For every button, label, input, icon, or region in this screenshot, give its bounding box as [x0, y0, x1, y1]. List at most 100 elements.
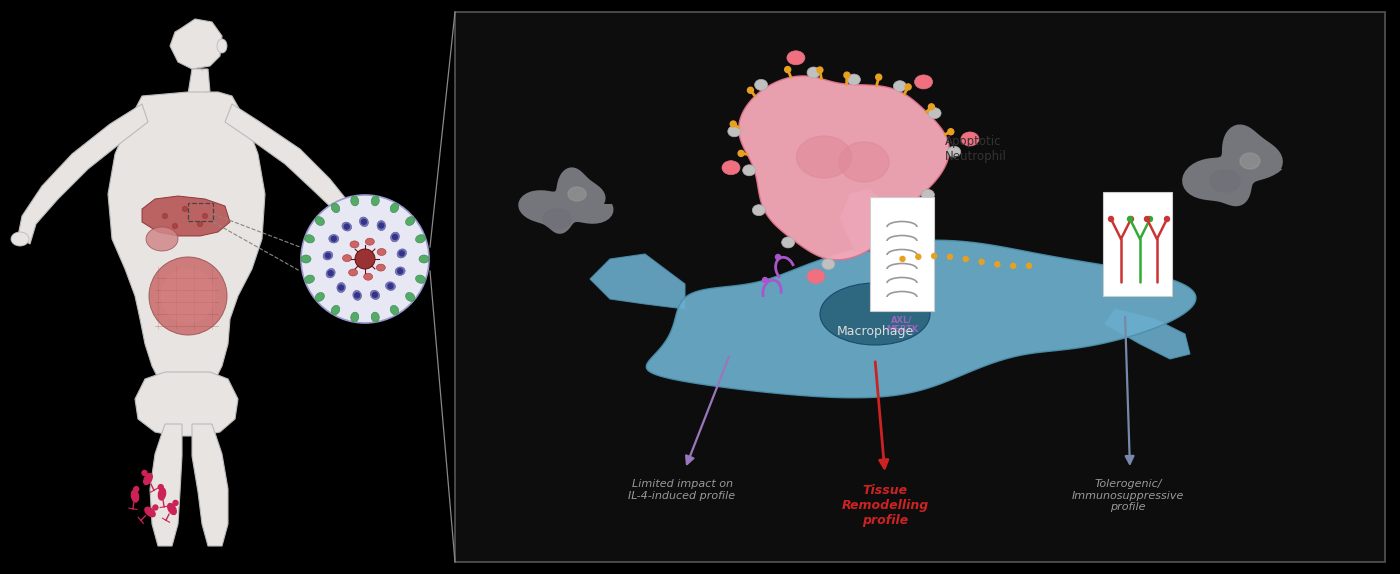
- Ellipse shape: [315, 293, 325, 301]
- Polygon shape: [225, 104, 356, 229]
- Ellipse shape: [217, 39, 227, 53]
- Circle shape: [325, 253, 330, 258]
- Circle shape: [162, 214, 168, 219]
- Ellipse shape: [161, 269, 216, 324]
- Circle shape: [1026, 263, 1032, 268]
- Circle shape: [203, 214, 207, 219]
- Ellipse shape: [568, 187, 587, 201]
- Ellipse shape: [315, 216, 325, 226]
- Circle shape: [141, 471, 147, 475]
- Circle shape: [398, 269, 403, 274]
- Polygon shape: [647, 241, 1196, 398]
- Ellipse shape: [353, 290, 361, 300]
- Ellipse shape: [787, 51, 805, 65]
- Ellipse shape: [839, 142, 889, 182]
- Circle shape: [763, 277, 767, 282]
- Circle shape: [344, 224, 349, 229]
- Circle shape: [738, 150, 745, 156]
- Ellipse shape: [391, 305, 399, 315]
- FancyBboxPatch shape: [455, 12, 1385, 562]
- Ellipse shape: [301, 255, 311, 263]
- Ellipse shape: [797, 136, 851, 178]
- Ellipse shape: [371, 312, 379, 322]
- Polygon shape: [518, 168, 613, 234]
- Ellipse shape: [360, 217, 368, 227]
- Circle shape: [361, 219, 367, 224]
- Polygon shape: [141, 196, 230, 236]
- Circle shape: [372, 292, 378, 297]
- Ellipse shape: [419, 255, 428, 263]
- Ellipse shape: [158, 488, 165, 500]
- Ellipse shape: [742, 165, 756, 176]
- Ellipse shape: [406, 293, 414, 301]
- Circle shape: [158, 484, 164, 490]
- Circle shape: [963, 257, 969, 262]
- Ellipse shape: [416, 235, 426, 243]
- Circle shape: [153, 505, 158, 510]
- Polygon shape: [589, 254, 685, 309]
- Ellipse shape: [872, 243, 886, 254]
- Circle shape: [748, 87, 753, 93]
- Circle shape: [1128, 216, 1134, 222]
- Ellipse shape: [921, 189, 934, 200]
- Text: AXL/
MERTK: AXL/ MERTK: [886, 315, 918, 335]
- Polygon shape: [134, 372, 238, 436]
- Ellipse shape: [728, 126, 741, 137]
- Text: Tissue
Remodelling
profile: Tissue Remodelling profile: [841, 484, 928, 527]
- Polygon shape: [1182, 125, 1282, 206]
- Circle shape: [1109, 216, 1113, 222]
- Ellipse shape: [377, 264, 385, 271]
- Circle shape: [332, 236, 336, 241]
- Ellipse shape: [806, 67, 820, 78]
- Ellipse shape: [391, 232, 399, 242]
- Ellipse shape: [781, 237, 795, 248]
- Ellipse shape: [892, 242, 910, 256]
- Circle shape: [948, 129, 953, 135]
- Ellipse shape: [377, 249, 386, 255]
- Ellipse shape: [543, 209, 571, 229]
- FancyBboxPatch shape: [1103, 192, 1172, 296]
- Circle shape: [1148, 216, 1152, 222]
- Ellipse shape: [385, 282, 395, 290]
- Polygon shape: [169, 19, 223, 69]
- Ellipse shape: [1240, 153, 1260, 169]
- Circle shape: [784, 67, 791, 72]
- Ellipse shape: [305, 235, 315, 243]
- Circle shape: [916, 254, 921, 259]
- Ellipse shape: [132, 490, 139, 502]
- Circle shape: [399, 251, 405, 256]
- Polygon shape: [18, 104, 148, 244]
- Ellipse shape: [398, 249, 406, 258]
- Circle shape: [134, 487, 139, 491]
- Ellipse shape: [371, 196, 379, 206]
- Circle shape: [388, 284, 393, 289]
- Circle shape: [979, 259, 984, 265]
- Polygon shape: [1105, 309, 1190, 359]
- Ellipse shape: [343, 255, 351, 262]
- Ellipse shape: [806, 269, 825, 284]
- Ellipse shape: [332, 203, 340, 213]
- Circle shape: [197, 222, 203, 227]
- Circle shape: [301, 195, 428, 323]
- Ellipse shape: [351, 312, 358, 322]
- Circle shape: [392, 235, 398, 239]
- Ellipse shape: [144, 474, 153, 484]
- Ellipse shape: [144, 507, 155, 517]
- Ellipse shape: [752, 205, 766, 216]
- Ellipse shape: [332, 305, 340, 315]
- Circle shape: [995, 262, 1000, 267]
- Ellipse shape: [350, 241, 358, 248]
- Ellipse shape: [755, 79, 767, 90]
- Circle shape: [1011, 263, 1015, 268]
- Ellipse shape: [343, 222, 361, 236]
- Circle shape: [328, 271, 333, 276]
- FancyBboxPatch shape: [869, 197, 934, 311]
- Circle shape: [379, 223, 384, 228]
- Ellipse shape: [11, 232, 29, 246]
- Ellipse shape: [1210, 170, 1240, 192]
- Text: Tolerogenic/
Immunosuppressive
profile: Tolerogenic/ Immunosuppressive profile: [1072, 479, 1184, 512]
- Ellipse shape: [349, 269, 357, 276]
- Circle shape: [731, 121, 736, 127]
- Circle shape: [876, 74, 882, 80]
- Circle shape: [906, 84, 911, 90]
